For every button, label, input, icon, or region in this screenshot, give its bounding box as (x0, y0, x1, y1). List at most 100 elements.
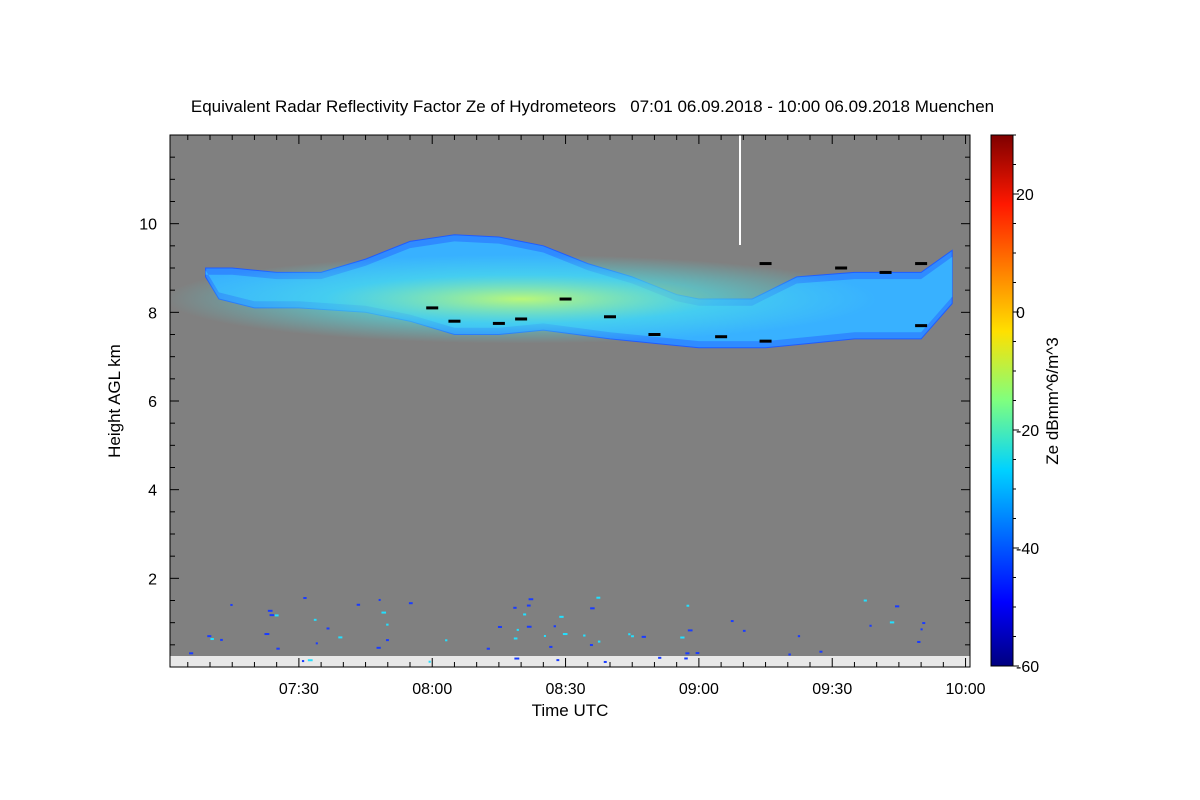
colorbar-tick-label: 20 (1016, 187, 1034, 204)
melting-marker (915, 324, 928, 328)
clutter-speckle (486, 647, 490, 650)
y-tick-label: 8 (148, 305, 157, 322)
clutter-speckle (562, 633, 568, 636)
melting-marker (515, 317, 528, 321)
melting-marker (759, 339, 772, 343)
y-tick-label: 6 (148, 394, 157, 411)
clutter-speckle (528, 598, 534, 601)
clutter-speckle (730, 620, 734, 623)
melting-marker (448, 319, 461, 323)
clutter-speckle (303, 597, 307, 600)
clutter-speckle (797, 635, 801, 638)
clutter-speckle (863, 599, 867, 602)
colorbar-tick-label: -60 (1016, 659, 1039, 676)
clutter-speckle (514, 657, 520, 660)
clutter-speckle (326, 627, 330, 630)
clutter-speckle (559, 615, 564, 618)
clutter-speckle (917, 640, 921, 643)
melting-marker (426, 306, 439, 310)
melting-marker (604, 315, 616, 319)
colorbar-axis: 20 0 -20 -40 -60 (1013, 134, 1039, 676)
clutter-speckle (264, 633, 270, 636)
clutter-speckle (497, 625, 502, 628)
x-tick-label: 10:00 (946, 681, 986, 698)
melting-markers (426, 262, 928, 343)
clutter-speckle (589, 644, 593, 647)
clutter-speckle (543, 634, 546, 637)
clutter-speckle (641, 635, 646, 638)
y-tick-label: 4 (148, 483, 157, 500)
clutter-speckle (526, 625, 532, 628)
clutter-speckle (315, 642, 318, 645)
melting-marker (492, 321, 505, 325)
colorbar-tick-label: -40 (1016, 541, 1039, 558)
x-tick-label: 08:00 (412, 681, 452, 698)
clutter-speckle (381, 611, 387, 614)
y-axis-label: Height AGL km (105, 344, 124, 458)
clutter-speckle (274, 614, 279, 617)
clutter-speckle (597, 640, 601, 643)
clutter-speckle (869, 624, 872, 627)
clutter-speckle (338, 636, 343, 639)
clutter-speckle (516, 628, 519, 631)
clutter-speckle (428, 660, 431, 663)
colorbar-tick-label: -20 (1016, 423, 1039, 440)
y-axis: 2 4 6 8 10 (139, 134, 970, 646)
clutter-speckle (220, 638, 223, 641)
x-tick-label: 09:00 (679, 681, 719, 698)
clutter-speckle (684, 657, 688, 660)
clutter-speckle (513, 606, 517, 609)
melting-marker (915, 262, 928, 266)
clutter-speckle (819, 650, 823, 653)
melting-marker (835, 266, 848, 270)
clutter-speckle (742, 629, 746, 632)
clutter-speckle (549, 645, 553, 648)
clutter-speckle (628, 633, 631, 636)
melting-marker (715, 335, 728, 339)
y-tick-label: 2 (148, 571, 157, 588)
clutter-speckle (408, 602, 413, 605)
clutter-speckle (590, 607, 595, 610)
x-tick-label: 08:30 (546, 681, 586, 698)
clutter-speckle (376, 646, 381, 649)
colorbar-label: Ze dBmm^6/m^3 (1043, 337, 1062, 464)
x-axis: 07:30 08:00 08:30 09:00 09:30 10:00 (187, 135, 986, 698)
clutter-speckle (889, 621, 895, 624)
clutter-speckle (596, 596, 601, 599)
clutter-speckle (603, 660, 607, 663)
clutter-speckle (386, 623, 389, 626)
clutter-speckle (269, 614, 275, 617)
clutter-speckle (513, 637, 518, 640)
clutter-speckle (631, 635, 634, 638)
clutter-speckle (895, 605, 900, 608)
clutter-speckle (301, 660, 305, 663)
clutter-speckle (307, 659, 313, 662)
melting-marker (759, 262, 772, 266)
clutter-speckle (687, 629, 693, 632)
clutter-speckle (385, 639, 389, 642)
x-tick-label: 07:30 (279, 681, 319, 698)
clutter-speckle (210, 638, 214, 641)
cloud-core (170, 254, 877, 344)
clutter-speckle (378, 598, 381, 601)
clutter-speckle (189, 652, 194, 655)
ground-clutter-strip (170, 656, 970, 667)
clutter-speckle (685, 652, 690, 655)
clutter-speckle (526, 604, 531, 607)
clutter-speckle (680, 636, 685, 639)
ground-clutter-speckles (189, 596, 926, 663)
plot-area (170, 135, 970, 667)
clutter-speckle (267, 609, 273, 612)
chart-title: Equivalent Radar Reflectivity Factor Ze … (190, 97, 995, 116)
x-axis-label: Time UTC (532, 701, 609, 720)
clutter-speckle (356, 603, 361, 606)
clutter-speckle (523, 613, 527, 616)
clutter-speckle (686, 604, 690, 607)
clutter-speckle (276, 647, 280, 650)
clutter-speckle (695, 652, 700, 655)
colorbar (990, 134, 1014, 667)
clutter-speckle (583, 634, 586, 637)
x-tick-label: 09:30 (812, 681, 852, 698)
clutter-speckle (230, 603, 233, 606)
